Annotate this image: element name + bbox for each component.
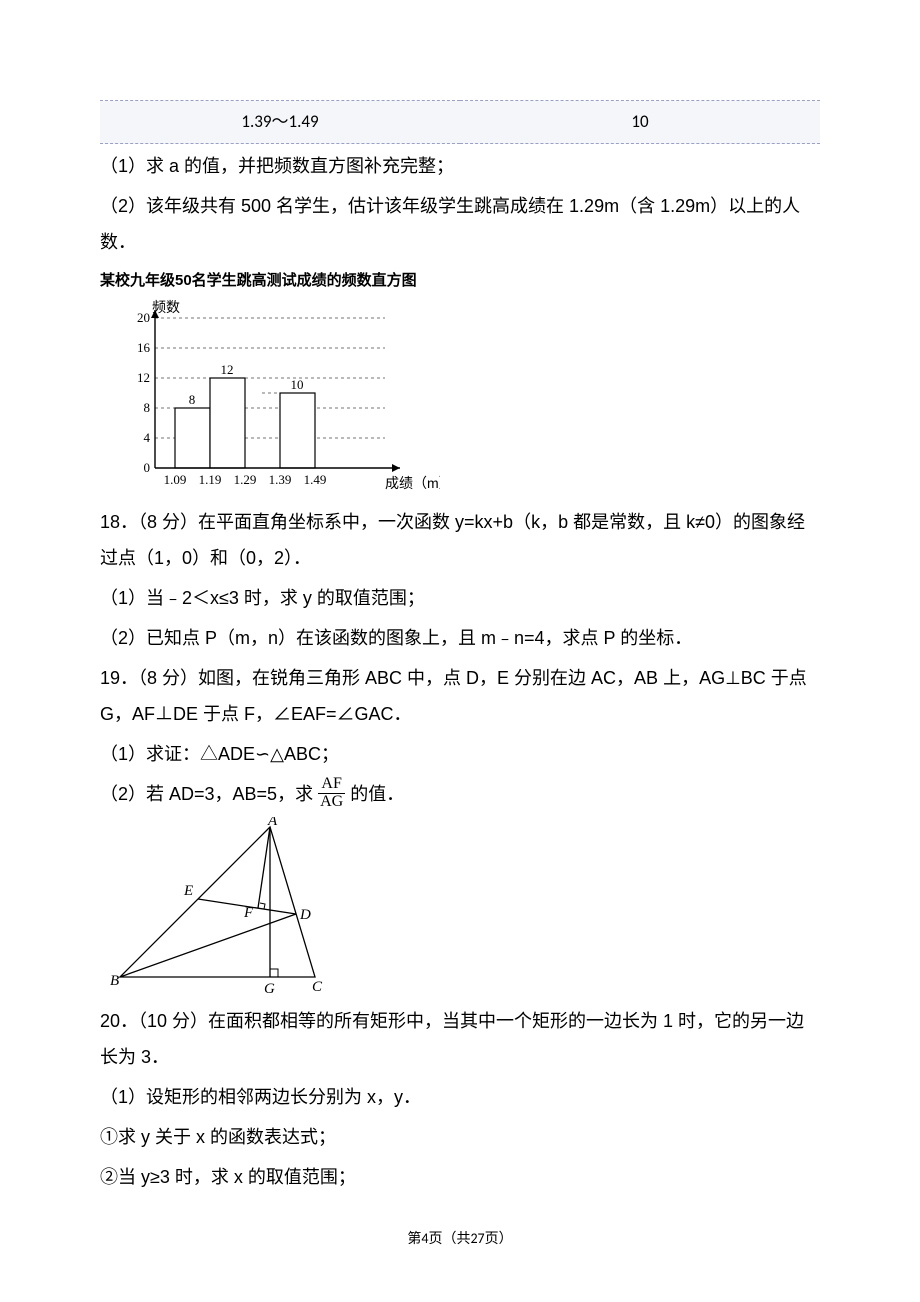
- x-axis-label: 成绩（m）: [385, 475, 440, 491]
- svg-text:1.09: 1.09: [164, 472, 187, 487]
- histogram: 频数 0 4 8 12 16 20 8 12 10 1.09 1.19 1.29…: [110, 298, 820, 498]
- table-cell-count: 10: [460, 101, 820, 144]
- range-table: 1.39～1.49 10: [100, 100, 820, 144]
- fraction-denominator: AG: [318, 794, 345, 811]
- svg-text:16: 16: [137, 340, 151, 355]
- svg-text:12: 12: [221, 362, 234, 377]
- svg-text:G: G: [264, 981, 275, 997]
- page-footer: 第4页（共27页）: [100, 1225, 820, 1254]
- svg-text:0: 0: [144, 460, 151, 475]
- q19-head: 19．（8 分）如图，在锐角三角形 ABC 中，点 D，E 分别在边 AC，AB…: [100, 660, 820, 732]
- svg-text:1.49: 1.49: [304, 472, 327, 487]
- q18-head: 18．（8 分）在平面直角坐标系中，一次函数 y=kx+b（k，b 都是常数，且…: [100, 504, 820, 576]
- q18-sub1: （1）当﹣2＜x≤3 时，求 y 的取值范围；: [100, 580, 820, 616]
- svg-text:1.29: 1.29: [234, 472, 257, 487]
- histogram-title: 某校九年级50名学生跳高测试成绩的频数直方图: [100, 266, 820, 296]
- q19-sub2-post: 的值．: [350, 784, 404, 804]
- svg-text:D: D: [299, 907, 311, 923]
- svg-text:F: F: [243, 905, 254, 921]
- svg-text:12: 12: [137, 370, 150, 385]
- svg-text:B: B: [110, 973, 119, 989]
- svg-text:E: E: [183, 883, 193, 899]
- q17-sub2: （2）该年级共有 500 名学生，估计该年级学生跳高成绩在 1.29m（含 1.…: [100, 188, 820, 260]
- q19-sub2: （2）若 AD=3，AB=5，求 AF AG 的值．: [100, 776, 820, 813]
- q20-sub3: ②当 y≥3 时，求 x 的取值范围；: [100, 1159, 820, 1195]
- svg-text:A: A: [267, 817, 278, 829]
- triangle-figure: A B C D E F G: [110, 817, 820, 997]
- svg-text:8: 8: [144, 400, 151, 415]
- svg-text:20: 20: [137, 310, 150, 325]
- q19-sub2-pre: （2）若 AD=3，AB=5，求: [100, 784, 313, 804]
- q20-sub1: （1）设矩形的相邻两边长分别为 x，y．: [100, 1079, 820, 1115]
- svg-text:C: C: [312, 979, 323, 995]
- q20-sub2: ①求 y 关于 x 的函数表达式；: [100, 1119, 820, 1155]
- q19-sub1: （1）求证：△ADE∽△ABC；: [100, 736, 820, 772]
- fraction-numerator: AF: [318, 776, 345, 794]
- svg-text:1.39: 1.39: [269, 472, 292, 487]
- svg-text:1.19: 1.19: [199, 472, 222, 487]
- svg-text:10: 10: [291, 377, 304, 392]
- fraction-af-ag: AF AG: [318, 776, 345, 811]
- svg-text:4: 4: [144, 430, 151, 445]
- q17-sub1: （1）求 a 的值，并把频数直方图补充完整；: [100, 148, 820, 184]
- q20-head: 20．（10 分）在面积都相等的所有矩形中，当其中一个矩形的一边长为 1 时，它…: [100, 1003, 820, 1075]
- q18-sub2: （2）已知点 P（m，n）在该函数的图象上，且 m﹣n=4，求点 P 的坐标．: [100, 620, 820, 656]
- svg-text:8: 8: [189, 392, 196, 407]
- table-cell-range: 1.39～1.49: [100, 101, 460, 144]
